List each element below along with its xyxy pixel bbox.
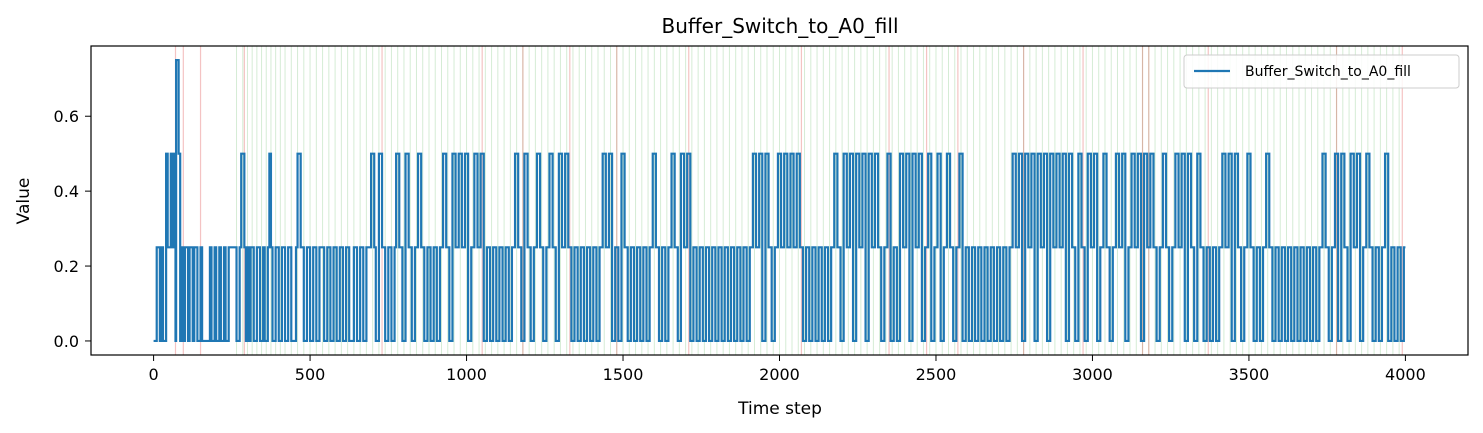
- legend-box: [1183, 54, 1460, 89]
- y-axis: 0.0 0.2 0.4 0.6: [54, 107, 91, 351]
- x-tick-label: 3500: [1229, 365, 1270, 384]
- x-tick-label: 0: [148, 365, 158, 384]
- y-tick-label: 0.0: [54, 332, 79, 351]
- y-tick-label: 0.4: [54, 182, 79, 201]
- series-line-0: [153, 58, 1406, 343]
- x-axis-label: Time step: [737, 399, 822, 419]
- chart-title: Buffer_Switch_to_A0_fill: [661, 14, 898, 38]
- x-axis: 0 500 1000 1500 2000 2500 3000 3500 4000: [148, 355, 1426, 384]
- x-tick-label: 2500: [916, 365, 957, 384]
- legend-label: Buffer_Switch_to_A0_fill: [1245, 64, 1411, 80]
- x-tick-label: 2000: [759, 365, 800, 384]
- x-tick-label: 3000: [1072, 365, 1113, 384]
- y-tick-label: 0.2: [54, 257, 79, 276]
- legend: Buffer_Switch_to_A0_fill: [1183, 54, 1460, 89]
- y-tick-label: 0.6: [54, 107, 79, 126]
- series-layer: [153, 58, 1406, 343]
- x-tick-label: 1000: [446, 365, 487, 384]
- x-tick-label: 4000: [1385, 365, 1426, 384]
- x-tick-label: 500: [295, 365, 326, 384]
- x-tick-label: 1500: [603, 365, 644, 384]
- y-axis-label: Value: [14, 178, 34, 225]
